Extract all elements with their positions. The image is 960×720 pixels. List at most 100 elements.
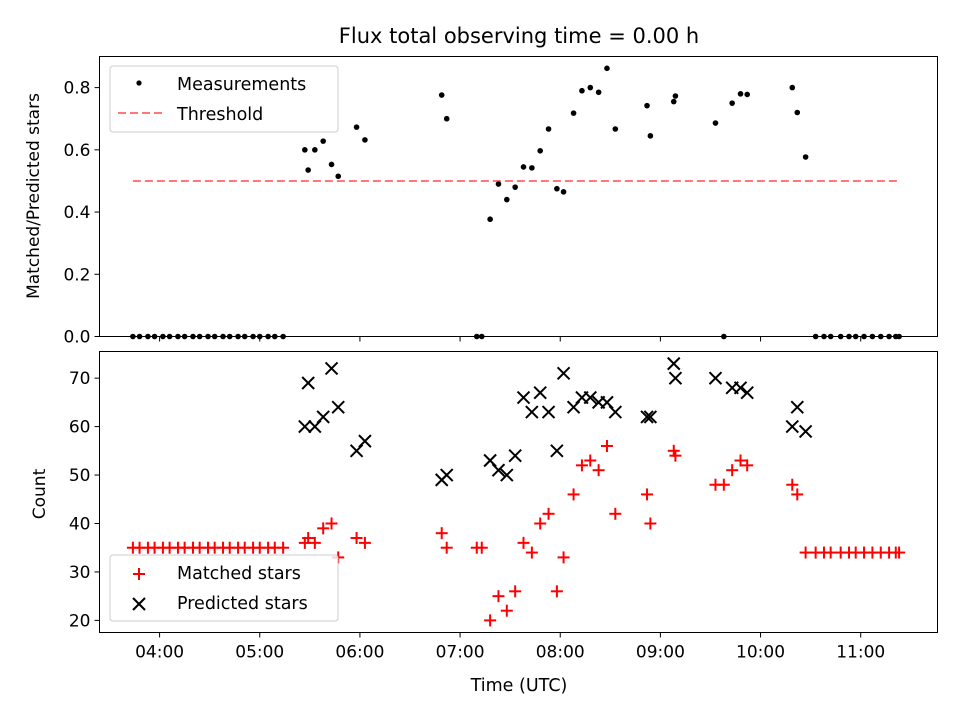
measurement-point [802,154,809,160]
chart-title: Flux total observing time = 0.00 h [339,24,699,48]
count-x-tick-label: 08:00 [536,643,585,663]
predicted-star-point [541,405,556,419]
predicted-star-point [516,390,531,405]
count-x-tick-label: 10:00 [736,643,785,663]
measurement-point [846,333,852,340]
measurement-point [250,333,256,340]
measurement-point [235,333,241,340]
measurement-point [604,65,610,72]
measurement-point [353,124,360,130]
measurement-point [226,333,233,340]
count-x-tick-label: 11:00 [836,643,885,663]
count-x-ticks: 04:00 05:00 06:00 07:00 08:00 09:00 10:00 11:00 [135,632,885,663]
count-x-tick-label: 04:00 [135,643,184,663]
predicted-star-point [500,468,514,482]
measurement-point [196,333,203,340]
matched-star-point [791,488,804,501]
matched-star-point [592,464,605,477]
ratio-x-ticks [159,336,862,342]
measurement-point [579,87,585,94]
measurement-point [744,91,750,98]
matched-star-point [358,536,371,549]
matched-star-point [726,464,739,477]
measurement-point [886,333,892,340]
measurement-point [545,126,552,132]
matched-star-point [350,532,363,545]
matched-star-point [277,541,290,554]
matched-star-point [435,527,448,540]
ratio-legend-box [109,65,339,133]
matched-star-point [609,507,622,520]
predicted-star-point [643,410,658,424]
matched-star-point [550,585,563,598]
matched-star-point [641,488,654,501]
matched-star-point [893,546,906,559]
count-x-tick-label: 07:00 [436,643,485,663]
measurement-point [328,161,335,168]
predicted-star-point [491,463,506,477]
ratio-y-tick-label: 0.0 [63,328,90,348]
measurement-point [151,333,158,340]
count-legend-box [109,554,339,622]
predicted-star-point [358,434,372,448]
ratio-axes: Flux total observing time = 0.00 h 0.0 0.… [24,24,938,348]
predicted-star-point [440,468,454,482]
predicted-star-point [298,419,312,434]
predicted-star-point [785,419,799,434]
measurement-point [130,333,136,340]
legend-measurements-marker [136,80,142,86]
measurement-point [595,89,602,96]
count-y-ticks: 20 30 40 50 60 70 [69,369,100,631]
predicted-star-point [508,448,522,463]
x-axis-label: Time (UTC) [470,676,568,696]
ratio-y-tick-label: 0.8 [63,79,90,99]
legend-threshold-label: Threshold [176,105,263,125]
count-legend: Matched stars Predicted stars [109,554,339,622]
measurement-point [529,165,535,171]
measurement-point [305,167,311,173]
measurement-point [241,333,248,340]
matched-star-point [492,590,505,603]
predicted-star-point [667,356,681,371]
measurement-point [520,164,527,170]
predicted-star-point [740,385,754,400]
measurement-point [789,84,796,91]
measurement-point [280,333,286,340]
predicted-star-point [668,371,683,385]
measurement-point [612,126,619,132]
predicted-star-point [583,390,597,405]
measurement-point [495,181,502,187]
predicted-star-point [798,424,813,439]
measurement-point [737,91,744,97]
measurement-point [211,333,218,340]
measurement-point [560,189,567,195]
matched-star-point [317,522,330,535]
matched-star-point [786,478,799,491]
matched-star-point [799,546,812,559]
matched-star-point [542,507,555,520]
count-axes: 20 30 40 50 60 70 04:00 05:00 06:00 07:00 08:00 09… [30,351,938,696]
measurement-point [670,98,677,105]
predicted-star-point [733,381,748,395]
measurement-point [443,115,450,122]
matched-star-point [717,478,730,491]
measurement-point [362,137,368,143]
matched-star-point [509,585,522,598]
measurement-point [166,333,173,340]
measurement-point [335,173,342,180]
predicted-star-point [316,410,330,424]
measurement-point [861,333,867,340]
predicted-star-point [640,410,654,424]
count-x-tick-label: 05:00 [235,643,284,663]
predicted-star-point [324,361,339,376]
measurement-point [827,333,834,340]
measurement-point [721,333,727,340]
count-y-tick-label: 60 [69,418,91,438]
measurement-point [504,196,510,203]
count-axes-frame [99,351,938,633]
predicted-star-point [556,366,571,381]
matched-star-point [302,532,315,545]
measurement-point [220,333,226,340]
predicted-star-point [533,385,547,400]
